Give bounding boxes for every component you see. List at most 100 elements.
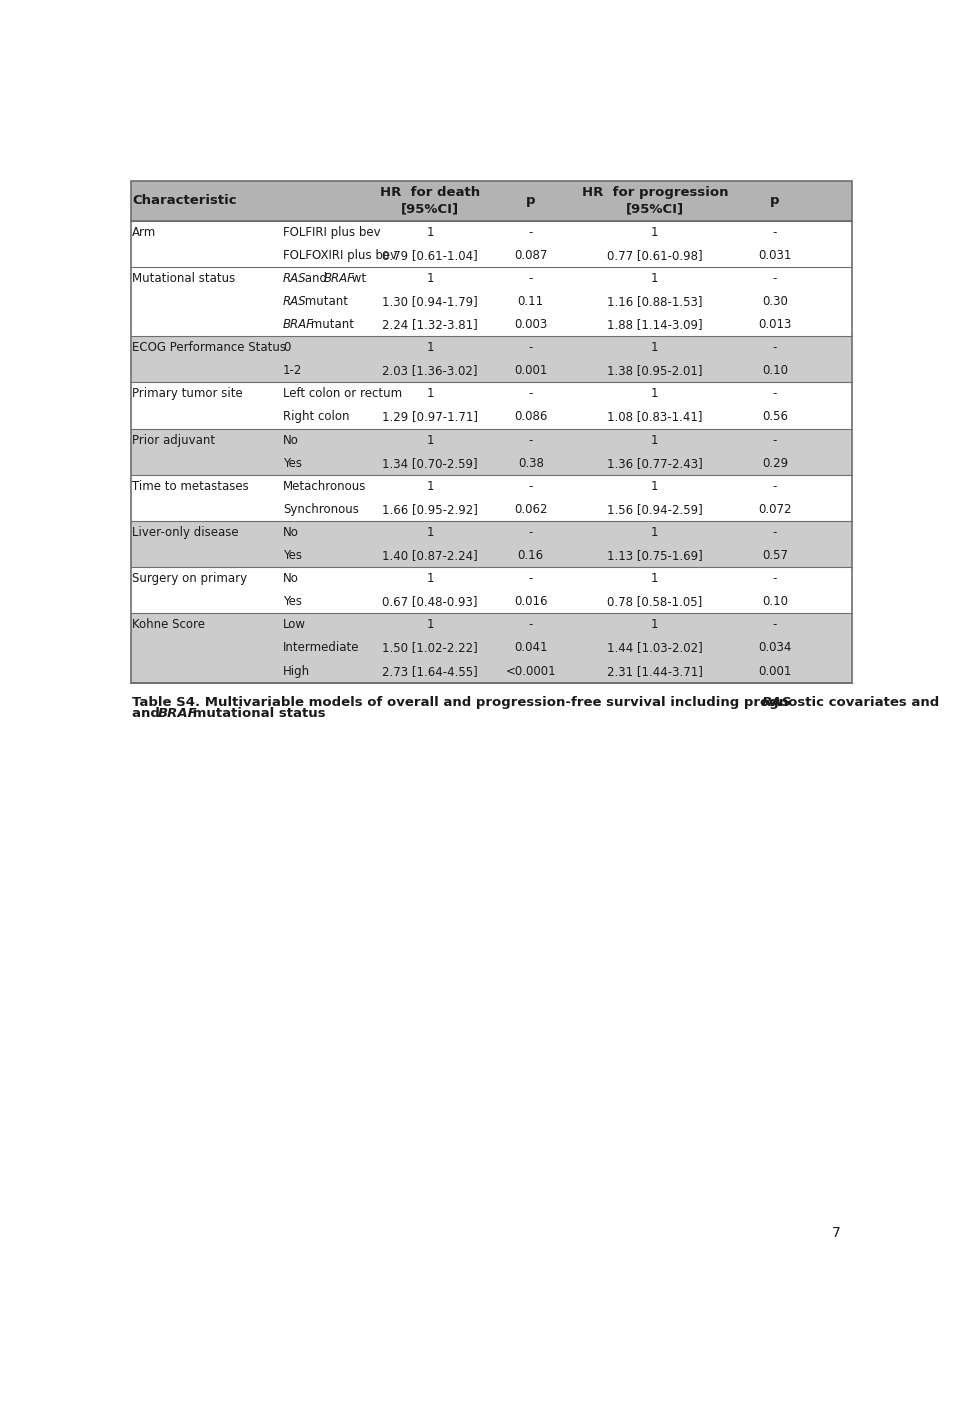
Text: -: -: [773, 572, 777, 586]
Text: 0.67 [0.48-0.93]: 0.67 [0.48-0.93]: [382, 596, 478, 608]
Text: Yes: Yes: [283, 596, 301, 608]
Text: RAS: RAS: [283, 272, 306, 284]
Text: p: p: [526, 194, 536, 207]
Text: FOLFIRI plus bev: FOLFIRI plus bev: [283, 225, 380, 239]
Text: 0: 0: [283, 341, 290, 354]
Bar: [131, 267, 852, 290]
Text: 1: 1: [651, 526, 659, 539]
Bar: [131, 181, 852, 682]
Text: 1.34 [0.70-2.59]: 1.34 [0.70-2.59]: [382, 457, 478, 470]
Text: 0.016: 0.016: [514, 596, 547, 608]
Text: and: and: [132, 708, 165, 720]
Text: Time to metastases: Time to metastases: [132, 480, 250, 492]
Bar: [131, 521, 852, 543]
Bar: [131, 659, 852, 682]
Bar: [131, 313, 852, 337]
Bar: [131, 382, 852, 406]
Text: <0.0001: <0.0001: [505, 665, 556, 678]
Bar: [131, 451, 852, 474]
Bar: [131, 567, 852, 590]
Text: 1: 1: [426, 433, 434, 447]
Text: RAS: RAS: [761, 696, 792, 709]
Text: 0.072: 0.072: [758, 502, 792, 516]
Text: 1: 1: [426, 388, 434, 400]
Text: Yes: Yes: [283, 549, 301, 562]
Text: Surgery on primary: Surgery on primary: [132, 572, 248, 586]
Text: Left colon or rectum: Left colon or rectum: [283, 388, 402, 400]
Bar: [131, 637, 852, 659]
Text: mutational status: mutational status: [188, 708, 326, 720]
Text: mutant: mutant: [301, 294, 348, 308]
Text: 1: 1: [426, 572, 434, 586]
Text: -: -: [529, 341, 533, 354]
Text: Kohne Score: Kohne Score: [132, 618, 205, 631]
Text: Low: Low: [283, 618, 305, 631]
Text: 0.10: 0.10: [762, 596, 788, 608]
Text: 2.73 [1.64-4.55]: 2.73 [1.64-4.55]: [382, 665, 478, 678]
Text: HR  for death
[95%CI]: HR for death [95%CI]: [380, 187, 480, 215]
Text: Right colon: Right colon: [283, 410, 349, 423]
Text: 0.77 [0.61-0.98]: 0.77 [0.61-0.98]: [607, 249, 703, 262]
Text: 0.001: 0.001: [514, 364, 547, 378]
Text: -: -: [529, 225, 533, 239]
Text: 1: 1: [426, 272, 434, 284]
Text: -: -: [773, 433, 777, 447]
Text: 0.013: 0.013: [758, 318, 792, 331]
Text: 0.29: 0.29: [762, 457, 788, 470]
Text: Intermediate: Intermediate: [283, 641, 359, 655]
Text: Metachronous: Metachronous: [283, 480, 366, 492]
Text: 1.88 [1.14-3.09]: 1.88 [1.14-3.09]: [607, 318, 703, 331]
Bar: [131, 221, 852, 243]
Text: 2.24 [1.32-3.81]: 2.24 [1.32-3.81]: [382, 318, 478, 331]
Bar: [131, 359, 852, 382]
Text: 1: 1: [426, 526, 434, 539]
Text: 1.44 [1.03-2.02]: 1.44 [1.03-2.02]: [607, 641, 703, 655]
Text: 0.034: 0.034: [758, 641, 792, 655]
Text: 0.38: 0.38: [517, 457, 543, 470]
Text: -: -: [529, 526, 533, 539]
Text: 1: 1: [651, 572, 659, 586]
Bar: [131, 337, 852, 359]
Text: Primary tumor site: Primary tumor site: [132, 388, 243, 400]
Text: -: -: [529, 572, 533, 586]
Text: 1.13 [0.75-1.69]: 1.13 [0.75-1.69]: [607, 549, 703, 562]
Text: BRAF: BRAF: [157, 708, 197, 720]
Text: FOLFOXIRI plus bev: FOLFOXIRI plus bev: [283, 249, 396, 262]
Text: High: High: [283, 665, 310, 678]
Text: 0.031: 0.031: [758, 249, 792, 262]
Bar: [131, 543, 852, 567]
Text: -: -: [529, 433, 533, 447]
Text: Mutational status: Mutational status: [132, 272, 235, 284]
Text: BRAF: BRAF: [324, 272, 355, 284]
Text: Liver-only disease: Liver-only disease: [132, 526, 239, 539]
Text: 1.50 [1.02-2.22]: 1.50 [1.02-2.22]: [382, 641, 478, 655]
Text: 1: 1: [651, 433, 659, 447]
Text: -: -: [773, 388, 777, 400]
Text: 1: 1: [651, 618, 659, 631]
Text: -: -: [773, 480, 777, 492]
Text: 1.36 [0.77-2.43]: 1.36 [0.77-2.43]: [607, 457, 703, 470]
Bar: [131, 181, 852, 221]
Text: mutant: mutant: [306, 318, 353, 331]
Text: -: -: [529, 480, 533, 492]
Text: HR  for progression
[95%CI]: HR for progression [95%CI]: [582, 187, 728, 215]
Text: 1.38 [0.95-2.01]: 1.38 [0.95-2.01]: [607, 364, 703, 378]
Text: 1: 1: [426, 480, 434, 492]
Text: 0.57: 0.57: [762, 549, 788, 562]
Text: 0.56: 0.56: [762, 410, 788, 423]
Text: RAS: RAS: [283, 294, 306, 308]
Text: 0.062: 0.062: [514, 502, 547, 516]
Text: 1.16 [0.88-1.53]: 1.16 [0.88-1.53]: [607, 294, 703, 308]
Text: 1.40 [0.87-2.24]: 1.40 [0.87-2.24]: [382, 549, 478, 562]
Bar: [131, 243, 852, 267]
Text: 1.66 [0.95-2.92]: 1.66 [0.95-2.92]: [382, 502, 478, 516]
Text: 7: 7: [832, 1227, 841, 1240]
Text: 0.11: 0.11: [517, 294, 543, 308]
Bar: [131, 474, 852, 498]
Text: 0.003: 0.003: [515, 318, 547, 331]
Text: 1: 1: [426, 341, 434, 354]
Text: 1.30 [0.94-1.79]: 1.30 [0.94-1.79]: [382, 294, 478, 308]
Text: -: -: [773, 618, 777, 631]
Text: 1: 1: [651, 480, 659, 492]
Text: 1: 1: [426, 618, 434, 631]
